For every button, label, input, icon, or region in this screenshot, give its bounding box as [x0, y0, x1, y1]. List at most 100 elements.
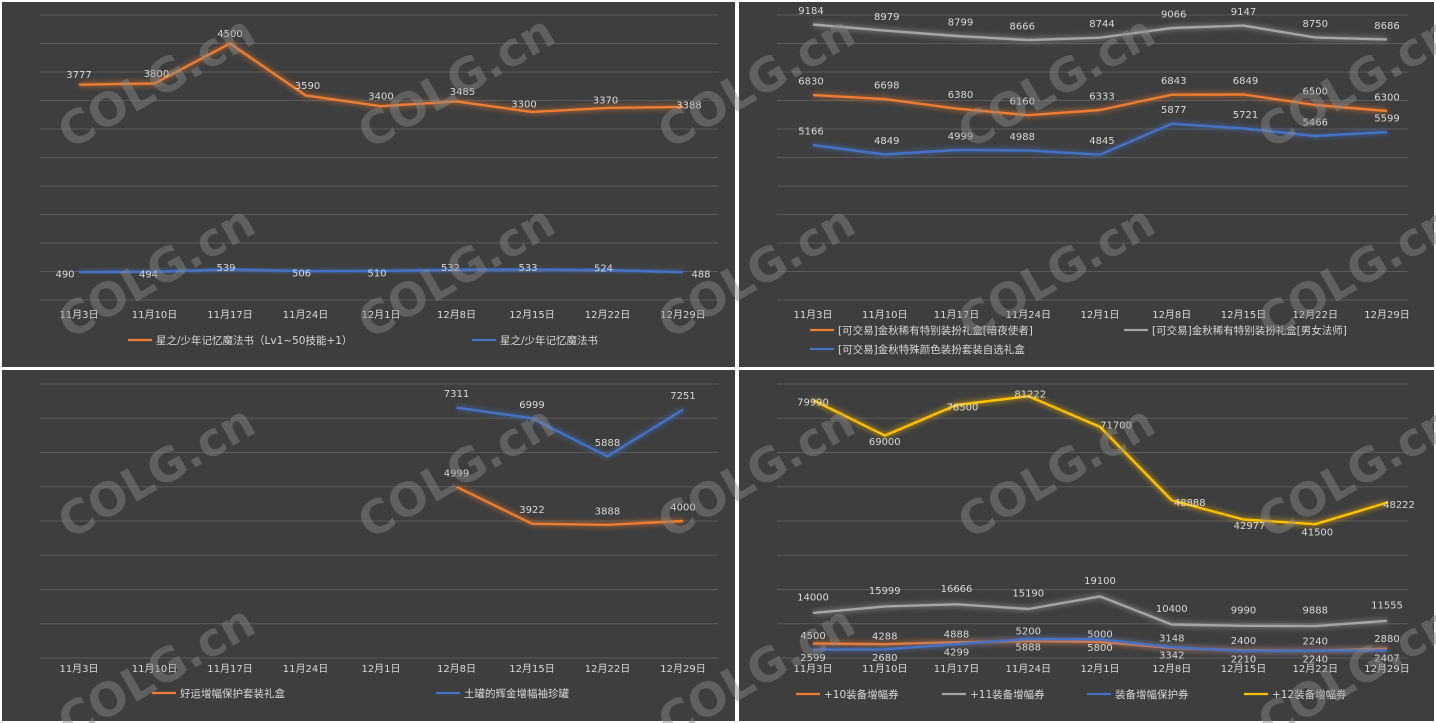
data-label: 2599 — [800, 653, 825, 664]
data-label: 5800 — [1087, 643, 1112, 654]
data-label: 2400 — [1231, 636, 1256, 647]
data-label: 3388 — [676, 100, 701, 111]
data-label: 15190 — [1012, 589, 1044, 600]
data-label: 533 — [518, 263, 537, 274]
data-label: 6843 — [1161, 76, 1186, 87]
data-label: 42977 — [1234, 521, 1266, 532]
data-label: 6830 — [798, 77, 823, 88]
chart-panel-3: 11月3日 11月10日 11月17日 11月24日 12月1日 12月8日 12月15日 1… — [0, 368, 737, 723]
x-tick-label: 12月1日 — [1080, 309, 1119, 321]
data-label: 69000 — [869, 437, 901, 448]
legend-item: 星之/少年记忆魔法书（Lv1~50技能+1） — [128, 334, 352, 347]
legend-label: 星之/少年记忆魔法书（Lv1~50技能+1） — [156, 334, 352, 347]
data-label: 3148 — [1159, 633, 1184, 644]
data-label: 539 — [216, 263, 235, 274]
data-label: 5599 — [1374, 114, 1399, 125]
legend-label: 土罐的辉金增幅袖珍罐 — [464, 687, 569, 700]
data-label: 3922 — [519, 505, 544, 516]
legend-item: 星之/少年记忆魔法书 — [472, 334, 598, 347]
data-label: 81222 — [1014, 390, 1046, 401]
gridlines — [777, 383, 1408, 659]
series-line — [812, 122, 1388, 156]
legend: +10装备增幅券 +11装备增幅券 装备增幅保护券 +12装备增幅券 — [796, 688, 1347, 701]
x-tick-label: 12月15日 — [509, 663, 554, 675]
data-label: 9184 — [798, 6, 823, 17]
x-tick-label: 12月8日 — [437, 309, 476, 321]
legend-item: [可交易]金秋稀有特别装扮礼盒[男女法师] — [1124, 324, 1347, 337]
data-label: 2680 — [872, 653, 897, 664]
data-label: 6698 — [874, 81, 899, 92]
data-label: 494 — [139, 269, 158, 280]
series-2: 9184 8979 8799 8666 8744 9066 9147 8750 8686 — [798, 6, 1400, 42]
data-label: 3300 — [511, 99, 536, 110]
data-label: 5000 — [1087, 629, 1112, 640]
data-label: 9147 — [1231, 7, 1256, 18]
series-line — [812, 395, 1388, 526]
x-tick-label: 12月8日 — [1152, 663, 1191, 675]
x-tick-label: 11月3日 — [793, 663, 832, 675]
series-line — [812, 23, 1388, 42]
data-label: 79990 — [797, 398, 829, 409]
legend: 好运增幅保护套装礼盒 土罐的辉金增幅袖珍罐 — [152, 687, 569, 700]
data-label: 4888 — [944, 630, 969, 641]
data-label: 6160 — [1010, 97, 1035, 108]
legend-item: +12装备增幅券 — [1244, 688, 1347, 701]
x-tick-label: 11月10日 — [132, 309, 177, 321]
series-line — [455, 485, 684, 526]
x-tick-label: 11月24日 — [1006, 309, 1051, 321]
x-axis-ticks: 11月3日 11月10日 11月17日 11月24日 12月1日 12月8日 12月15日 1… — [59, 309, 705, 321]
data-label: 4500 — [217, 29, 242, 40]
data-label: 48222 — [1383, 500, 1415, 511]
gridlines — [777, 14, 1408, 301]
series-4: 79990 69000 78500 81222 71700 48888 42977 41500… — [797, 390, 1415, 539]
data-label: 7311 — [444, 389, 469, 400]
series-3: 2599 2680 4299 5888 5800 3342 2210 2240 2407 — [800, 637, 1400, 665]
x-tick-label: 12月22日 — [585, 309, 630, 321]
series-2: 7311 6999 5888 7251 — [444, 389, 696, 458]
data-label: 5721 — [1233, 110, 1258, 121]
data-label: 2240 — [1303, 636, 1328, 647]
series-1: 4999 3922 3888 4000 — [444, 468, 696, 526]
legend-label: [可交易]金秋特殊颜色装扮套装自选礼盒 — [838, 343, 1025, 356]
data-label: 4849 — [874, 136, 899, 147]
x-tick-label: 12月29日 — [660, 309, 705, 321]
data-label: 6300 — [1374, 93, 1399, 104]
x-tick-label: 12月22日 — [1293, 663, 1338, 675]
legend: 星之/少年记忆魔法书（Lv1~50技能+1） 星之/少年记忆魔法书 — [128, 334, 598, 347]
x-tick-label: 12月8日 — [437, 663, 476, 675]
data-label: 532 — [441, 263, 460, 274]
series-2: 14000 15999 16666 15190 19100 10400 9990 9888 11… — [797, 576, 1403, 628]
data-label: 5200 — [1016, 627, 1041, 638]
data-label: 15999 — [869, 586, 901, 597]
data-label: 6500 — [1303, 87, 1328, 98]
x-tick-label: 11月10日 — [862, 663, 907, 675]
x-tick-label: 12月15日 — [509, 309, 554, 321]
legend-label: +10装备增幅券 — [824, 688, 899, 701]
data-label: 71700 — [1100, 420, 1132, 431]
data-label: 41500 — [1301, 528, 1333, 539]
data-label: 5877 — [1161, 105, 1186, 116]
data-label: 48888 — [1174, 498, 1206, 509]
legend: [可交易]金秋稀有特别装扮礼盒[暗夜使者] [可交易]金秋稀有特别装扮礼盒[男女法… — [810, 324, 1347, 356]
x-tick-label: 11月3日 — [59, 309, 98, 321]
x-tick-label: 12月1日 — [361, 663, 400, 675]
data-label: 2407 — [1374, 654, 1399, 665]
data-label: 8799 — [948, 18, 973, 29]
x-tick-label: 11月24日 — [1006, 663, 1051, 675]
series-2: 490 494 539 506 510 532 533 524 488 — [55, 263, 710, 281]
chart-panel-2: 11月3日 11月10日 11月17日 11月24日 12月1日 12月8日 12月15日 1… — [737, 0, 1436, 369]
data-label: 2210 — [1231, 654, 1256, 665]
data-label: 2880 — [1374, 634, 1399, 645]
legend-item: 好运增幅保护套装礼盒 — [152, 687, 285, 700]
data-label: 5888 — [595, 438, 620, 449]
x-tick-label: 12月1日 — [361, 309, 400, 321]
data-label: 4999 — [444, 468, 469, 479]
legend-item: 装备增幅保护券 — [1087, 688, 1189, 701]
data-label: 3777 — [66, 70, 91, 81]
data-label: 2240 — [1303, 654, 1328, 665]
chart-panel-1: 11月3日 11月10日 11月17日 11月24日 12月1日 12月8日 12月15日 1… — [0, 0, 737, 369]
data-label: 4000 — [670, 503, 695, 514]
data-label: 4288 — [872, 632, 897, 643]
data-label: 9990 — [1231, 605, 1256, 616]
data-label: 6333 — [1089, 92, 1114, 103]
